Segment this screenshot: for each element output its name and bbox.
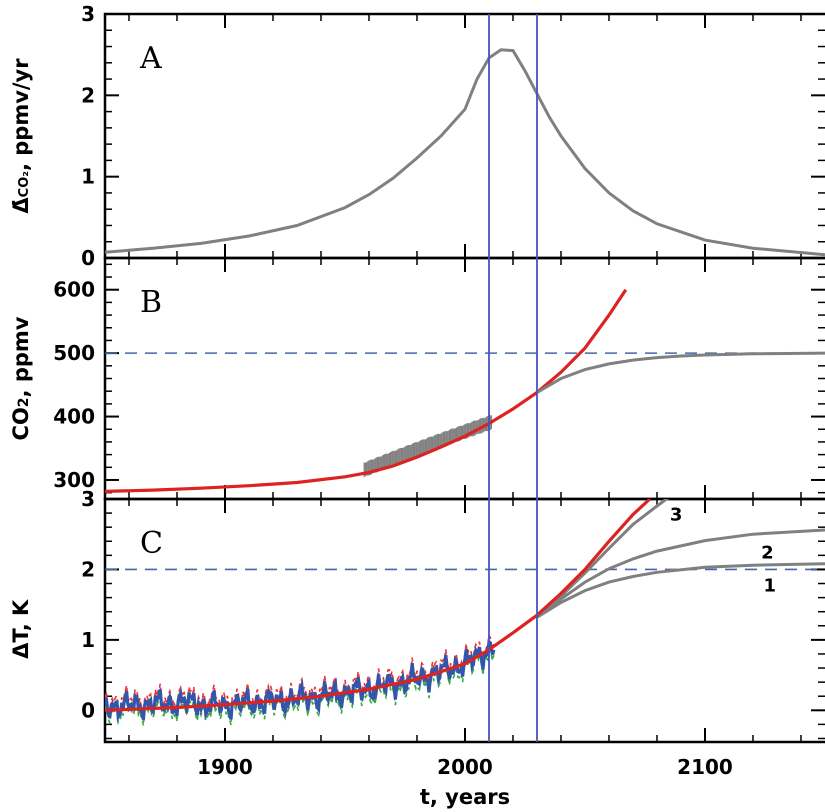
panel-b-ylabel-sub: 2 [16,397,32,407]
temperature-model-curve [105,499,651,712]
panel-b-letter: B [140,285,162,320]
scenario-label-1: 1 [764,576,777,597]
y-tick-label: 600 [53,278,95,302]
panel-a-ylabel-sub: CO₂ [17,171,32,197]
x-tick-label: 2100 [677,755,733,779]
x-tick-label: 2000 [437,755,493,779]
temperature-scenario-1 [536,562,825,619]
co2-exponential-curve [105,288,628,493]
panel-b-ylabel: CO2, ppmv [9,316,33,440]
x-tick-label: 1900 [197,755,253,779]
panel-a-ylabel-suffix: , ppmv/yr [9,58,33,171]
scenario-label-3: 3 [670,504,683,525]
panel-c-ylabel: ΔT, K [9,599,33,659]
temperature-scenario-3 [536,499,670,619]
temperature-scenario-2 [536,528,825,619]
temperature-observed-curve [105,638,496,723]
y-tick-label: 400 [53,405,95,429]
y-tick-label: 1 [81,628,95,652]
panel-a: A Δ̇CO₂, ppmv/yr [9,12,825,260]
y-tick-label: 3 [81,487,95,511]
panel-a-letter: A [139,41,162,76]
panel-a-frame [103,12,825,260]
y-tick-label: 1 [81,165,95,189]
x-axis-title: t, years [420,785,510,809]
emission-rate-curve [105,48,825,257]
panel-b: B CO2, ppmv [9,256,825,501]
y-tick-label: 0 [81,698,95,722]
panel-a-ylabel-prefix: Δ̇ [9,197,33,214]
panel-b-ylabel-main: CO [9,407,33,440]
panel-a-ylabel: Δ̇CO₂, ppmv/yr [9,58,33,214]
y-tick-label: 0 [81,246,95,270]
panel-b-frame [103,256,825,501]
panel-c-letter: C [140,526,163,561]
y-tick-label: 3 [81,2,95,26]
y-tick-label: 300 [53,468,95,492]
panel-b-ylabel-suffix: , ppmv [9,316,33,397]
scenario-label-2: 2 [761,543,774,564]
co2-stabilization-curve [536,351,825,394]
y-tick-label: 500 [53,341,95,365]
y-tick-label: 2 [81,83,95,107]
y-tick-label: 2 [81,557,95,581]
